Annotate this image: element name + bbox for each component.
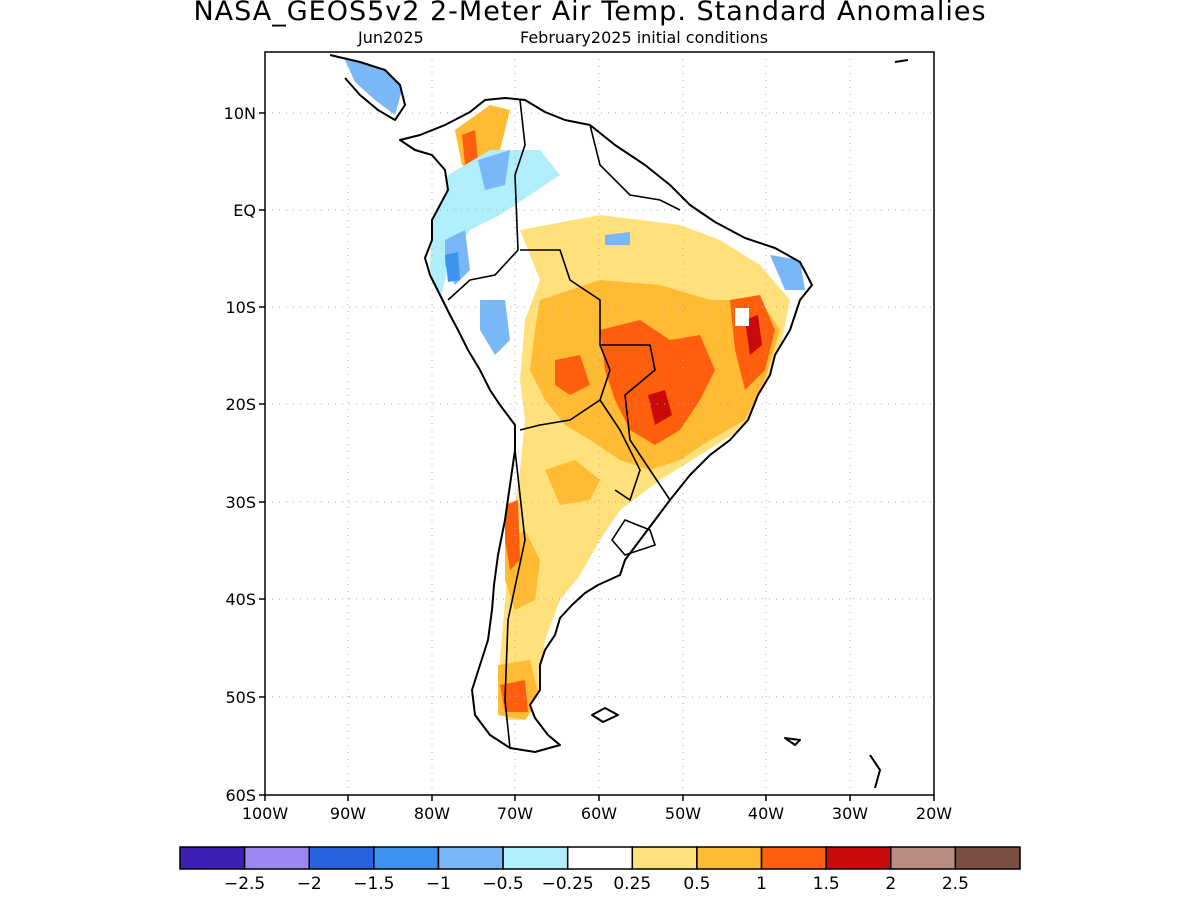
lon-tick-label: 70W <box>497 804 533 823</box>
anomaly-region-1_5 <box>600 320 715 445</box>
colorbar-swatch <box>308 846 375 870</box>
anomaly-fill <box>345 60 805 720</box>
colorbar-label: −0.5 <box>482 874 523 894</box>
anomaly-region-1 <box>545 460 600 505</box>
colorbar-label: 0.5 <box>683 874 710 894</box>
lon-tick-label: 40W <box>748 804 784 823</box>
colorbar-swatch <box>502 846 569 870</box>
anomaly-region-neg0_5 <box>480 300 510 355</box>
lon-tick-label: 100W <box>242 804 289 823</box>
colorbar-label: 0.25 <box>613 874 651 894</box>
lat-tick-label: 50S <box>225 688 256 707</box>
forecast-month: Jun2025 <box>358 28 424 47</box>
colorbar-label: 1.5 <box>813 874 840 894</box>
colorbar-label: 1 <box>756 874 767 894</box>
map-title: NASA_GEOS5v2 2-Meter Air Temp. Standard … <box>193 0 987 27</box>
colorbar-swatch <box>890 846 957 870</box>
lon-tick-label: 50W <box>665 804 701 823</box>
lat-tick-label: 10N <box>224 104 256 123</box>
colorbar-label: 2 <box>885 874 896 894</box>
colorbar-swatch <box>243 846 310 870</box>
colorbar-swatch <box>179 846 246 870</box>
colorbar-swatch <box>437 846 504 870</box>
anomaly-region-neg0_5 <box>605 232 630 245</box>
anomaly-region-neg0_5 <box>770 255 805 290</box>
anomaly-region-1_5 <box>505 500 520 570</box>
anomaly-region-2 <box>745 315 762 355</box>
lon-tick-label: 20W <box>916 804 952 823</box>
colorbar-label: 2.5 <box>942 874 969 894</box>
lon-tick-label: 30W <box>832 804 868 823</box>
lon-axis: 100W 90W 80W 70W 60W 50W 40W 30W 20W <box>242 795 952 823</box>
anomaly-region-1_5 <box>500 680 528 712</box>
anomaly-region-2 <box>648 390 672 425</box>
lat-tick-label: 40S <box>225 590 256 609</box>
colorbar-swatch <box>631 846 698 870</box>
coastline <box>329 54 909 789</box>
lon-tick-label: 60W <box>581 804 617 823</box>
lat-tick-label: EQ <box>233 201 256 220</box>
lat-tick-label: 60S <box>225 786 256 805</box>
anomaly-region-neg0_25 <box>430 150 560 300</box>
lat-tick-label: 10S <box>225 298 256 317</box>
initial-conditions-label: February2025 initial conditions <box>520 28 769 47</box>
colorbar-label: −1 <box>426 874 451 894</box>
lon-tick-label: 90W <box>330 804 366 823</box>
lat-tick-label: 30S <box>225 493 256 512</box>
anomaly-region-neg0_5 <box>478 150 510 190</box>
colorbar-swatch <box>566 846 634 870</box>
colorbar-label: −0.25 <box>542 874 594 894</box>
colorbar-swatch <box>954 846 1021 870</box>
lat-tick-label: 20S <box>225 395 256 414</box>
lat-axis: 10N EQ 10S 20S 30S 40S 50S 60S <box>224 104 265 805</box>
colorbar-label: −2.5 <box>224 874 265 894</box>
colorbar-swatch <box>696 846 763 870</box>
lon-tick-label: 80W <box>414 804 450 823</box>
anomaly-region-1_5 <box>462 130 478 165</box>
colorbar-label: −1.5 <box>353 874 394 894</box>
colorbar-swatch <box>373 846 440 870</box>
anomaly-region-neg1 <box>445 252 460 282</box>
country-borders <box>447 99 681 749</box>
colorbar-label: −2 <box>297 874 322 894</box>
anomaly-region-1_5 <box>555 355 590 395</box>
colorbar-swatch <box>760 846 827 870</box>
colorbar: −2.5 −2 −1.5 −1 −0.5 −0.25 0.25 0.5 1 1.5 2 2.5 <box>179 846 1021 894</box>
colorbar-swatch <box>825 846 892 870</box>
